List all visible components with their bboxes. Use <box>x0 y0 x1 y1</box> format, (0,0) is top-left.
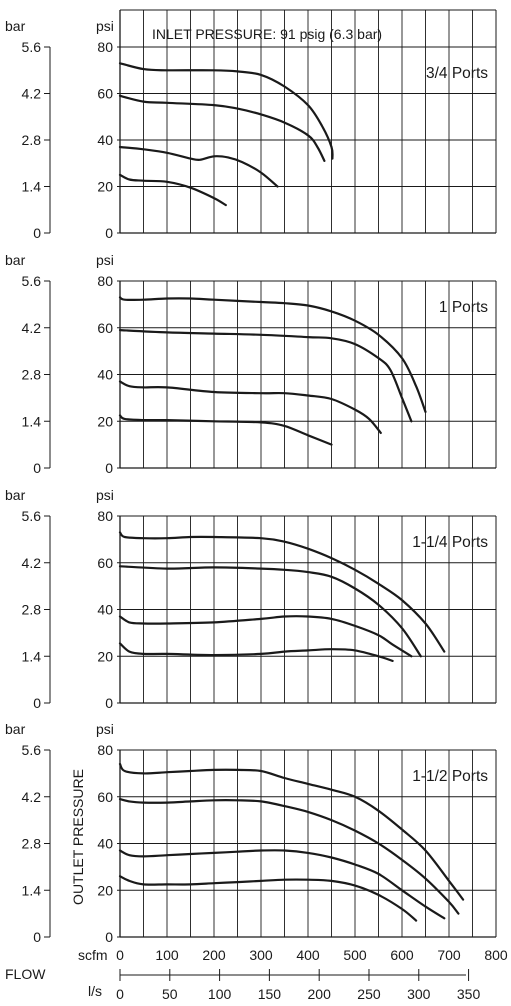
panel-4: 0 20 40 60 80 0 1.4 2.8 4.2 5.6 bar psi 1-1/2 Ports <box>5 721 497 945</box>
series-line-1 <box>118 762 465 901</box>
panel-title: 1-1/4 Ports <box>412 534 488 551</box>
scfm-tick-label: 400 <box>296 947 320 963</box>
panel-title: 1-1/2 Ports <box>412 768 488 785</box>
psi-tick-label: 60 <box>97 555 113 571</box>
psi-tick-label: 0 <box>105 929 113 945</box>
chart-panels: 0 20 40 60 80 0 1.4 2.8 4.2 5.6 bar psi 3/4 Ports 0 20… <box>5 9 497 945</box>
series-line-4 <box>118 173 227 207</box>
psi-tick-label: 20 <box>97 413 113 429</box>
psi-unit-label: psi <box>96 721 114 737</box>
scfm-tick-label: 500 <box>343 947 367 963</box>
scfm-tick-label: 800 <box>484 947 508 963</box>
panel-3: 0 20 40 60 80 0 1.4 2.8 4.2 5.6 bar psi 1-1/4 Ports <box>5 487 497 711</box>
psi-tick-label: 20 <box>97 179 113 195</box>
bar-tick-label: 4.2 <box>22 320 42 336</box>
bar-tick-label: 4.2 <box>22 555 42 571</box>
series-line-3 <box>118 615 413 658</box>
panel-title: 3/4 Ports <box>426 65 488 82</box>
psi-tick-label: 60 <box>97 86 113 102</box>
psi-tick-label: 80 <box>97 273 113 289</box>
series-line-4 <box>118 875 418 922</box>
ls-tick-label: 350 <box>457 986 481 1002</box>
psi-tick-label: 20 <box>97 648 113 664</box>
panel-title: 1 Ports <box>439 299 488 316</box>
series-line-3 <box>118 380 382 434</box>
outlet-pressure-label: OUTLET PRESSURE <box>70 769 86 905</box>
scfm-tick-label: 0 <box>116 947 124 963</box>
psi-tick-label: 0 <box>105 225 113 241</box>
flow-label: FLOW <box>5 966 46 982</box>
series-line-2 <box>118 798 460 915</box>
bar-tick-label: 5.6 <box>22 39 42 55</box>
scfm-tick-label: 600 <box>390 947 414 963</box>
series-line-1 <box>118 296 427 413</box>
ls-tick-label: 0 <box>116 986 124 1002</box>
ls-tick-label: 250 <box>357 986 381 1002</box>
bar-tick-label: 4.2 <box>22 789 42 805</box>
series-line-4 <box>118 642 394 662</box>
ls-tick-label: 100 <box>208 986 232 1002</box>
bar-tick-label: 1.4 <box>22 648 42 664</box>
bar-tick-label: 0 <box>33 695 41 711</box>
psi-tick-label: 60 <box>97 320 113 336</box>
ls-tick-label: 50 <box>162 986 178 1002</box>
scfm-unit-label: scfm <box>78 947 108 963</box>
bar-tick-label: 1.4 <box>22 413 42 429</box>
ls-tick-label: 300 <box>407 986 431 1002</box>
ls-tick-label: 150 <box>258 986 282 1002</box>
series-line-4 <box>118 414 333 446</box>
inlet-pressure-header: INLET PRESSURE: 91 psig (6.3 bar) <box>152 26 382 42</box>
psi-tick-label: 40 <box>97 132 113 148</box>
psi-tick-label: 80 <box>97 508 113 524</box>
bar-tick-label: 0 <box>33 225 41 241</box>
panel-2: 0 20 40 60 80 0 1.4 2.8 4.2 5.6 bar psi 1 Ports <box>5 252 497 476</box>
psi-tick-label: 60 <box>97 789 113 805</box>
bar-tick-label: 0 <box>33 460 41 476</box>
bar-tick-label: 2.8 <box>22 367 42 383</box>
bar-tick-label: 5.6 <box>22 273 42 289</box>
series-line-2 <box>118 565 422 658</box>
psi-tick-label: 80 <box>97 742 113 758</box>
psi-tick-label: 40 <box>97 602 113 618</box>
bottom-axes: scfm 0 100 200 300 400 500 600 700 800 FLOW 0 50 100 1… <box>5 947 508 1002</box>
series-line-2 <box>118 329 413 423</box>
psi-tick-label: 40 <box>97 367 113 383</box>
bar-tick-label: 1.4 <box>22 179 42 195</box>
bar-tick-label: 5.6 <box>22 508 42 524</box>
psi-tick-label: 20 <box>97 882 113 898</box>
panel-1: 0 20 40 60 80 0 1.4 2.8 4.2 5.6 bar psi 3/4 Ports <box>5 9 497 241</box>
psi-tick-label: 0 <box>105 695 113 711</box>
scfm-tick-label: 300 <box>249 947 273 963</box>
bar-tick-label: 2.8 <box>22 132 42 148</box>
psi-unit-label: psi <box>96 252 114 268</box>
psi-tick-label: 0 <box>105 460 113 476</box>
scfm-tick-label: 700 <box>437 947 461 963</box>
series-line-3 <box>118 145 279 188</box>
series-line-1 <box>118 62 334 160</box>
psi-unit-label: psi <box>96 487 114 503</box>
psi-unit-label: psi <box>96 18 114 34</box>
psi-tick-label: 80 <box>97 39 113 55</box>
bar-unit-label: bar <box>5 487 26 503</box>
bar-tick-label: 2.8 <box>22 602 42 618</box>
bar-tick-label: 4.2 <box>22 86 42 102</box>
bar-tick-label: 2.8 <box>22 836 42 852</box>
bar-unit-label: bar <box>5 18 26 34</box>
bar-tick-label: 0 <box>33 929 41 945</box>
ls-tick-label: 200 <box>308 986 332 1002</box>
psi-tick-label: 40 <box>97 836 113 852</box>
series-line-3 <box>118 849 446 920</box>
scfm-tick-label: 100 <box>155 947 179 963</box>
series-line-1 <box>118 531 446 653</box>
series-line-2 <box>118 94 326 162</box>
scfm-tick-label: 200 <box>202 947 226 963</box>
bar-unit-label: bar <box>5 252 26 268</box>
bar-tick-label: 5.6 <box>22 742 42 758</box>
bar-tick-label: 1.4 <box>22 882 42 898</box>
ls-unit-label: l/s <box>88 983 102 999</box>
bar-unit-label: bar <box>5 721 26 737</box>
